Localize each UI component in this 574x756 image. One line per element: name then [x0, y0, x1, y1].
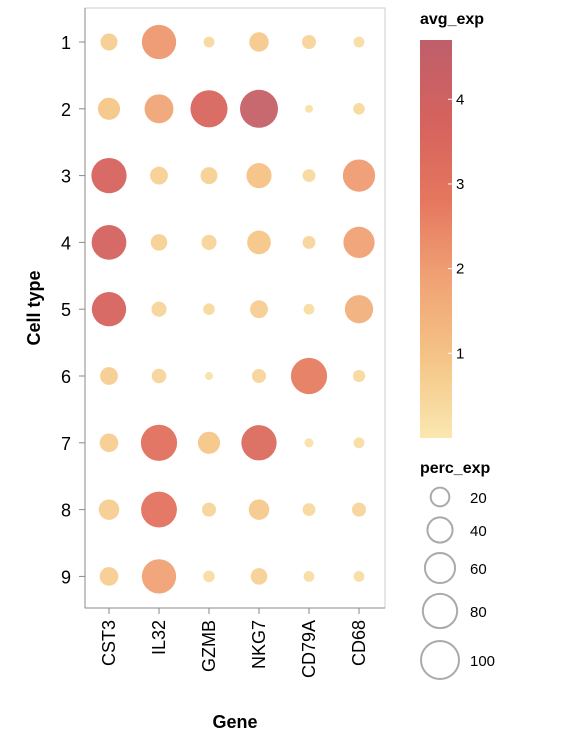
- dot-CD68-8: [351, 502, 367, 517]
- dot-GZMB-5: [203, 303, 215, 315]
- dot-GZMB-2: [190, 90, 228, 128]
- size-legend-symbol: [421, 592, 459, 630]
- dot-CD79A-6: [290, 357, 328, 395]
- dot-GZMB-1: [203, 36, 215, 48]
- x-axis-title: Gene: [212, 712, 257, 732]
- dot-CST3-8: [98, 499, 120, 520]
- size-legend-symbol: [420, 640, 460, 680]
- dot-NKG7-1: [249, 32, 269, 52]
- x-axis: CST3 IL32 GZMB NKG7 CD79A CD68: [85, 607, 385, 678]
- x-tick-label: CD68: [349, 620, 369, 666]
- y-tick-label: 8: [61, 501, 71, 521]
- x-tick-label: IL32: [149, 620, 169, 655]
- dot-CD79A-4: [302, 235, 316, 249]
- color-legend-tick-label: 1: [456, 345, 464, 362]
- y-tick-label: 9: [61, 567, 71, 587]
- dot-CD68-1: [353, 36, 365, 48]
- y-tick-label: 3: [61, 167, 71, 187]
- dot-CD79A-1: [301, 34, 317, 50]
- dot-IL32-5: [151, 301, 167, 317]
- dot-CD79A-2: [305, 104, 313, 113]
- size-legend-label: 40: [470, 523, 487, 540]
- dot-CD79A-3: [302, 169, 316, 183]
- dot-NKG7-4: [247, 230, 271, 255]
- size-legend-title: perc_exp: [420, 460, 490, 477]
- dot-GZMB-9: [203, 570, 215, 583]
- x-tick-label: NKG7: [249, 620, 269, 669]
- x-tick-label: GZMB: [199, 620, 219, 672]
- y-tick-label: 5: [61, 300, 71, 320]
- dot-IL32-6: [151, 368, 167, 384]
- color-legend-gradient: [420, 40, 452, 438]
- dot-IL32-4: [150, 234, 168, 251]
- size-legend-label: 100: [470, 653, 495, 670]
- dot-IL32-9: [141, 559, 177, 594]
- dot-IL32-7: [140, 424, 178, 461]
- dot-NKG7-7: [241, 425, 277, 461]
- dot-CST3-2: [97, 97, 121, 120]
- dot-CD68-3: [342, 159, 376, 192]
- dot-CD68-6: [352, 369, 366, 383]
- dot-CST3-1: [100, 33, 118, 51]
- x-tick-label: CD79A: [299, 620, 319, 678]
- dot-CD68-5: [344, 295, 374, 324]
- y-axis: 1 2 3 4 5 6 7 8 9: [61, 8, 86, 608]
- size-legend-symbol: [429, 486, 451, 508]
- color-legend-tick-label: 3: [456, 176, 464, 193]
- color-legend-title: avg_exp: [420, 11, 484, 28]
- size-legend: perc_exp 20 40 60 80 100: [420, 460, 495, 680]
- size-legend-label: 20: [470, 490, 487, 507]
- dot-CST3-7: [99, 433, 119, 453]
- color-legend-tick-label: 4: [456, 91, 464, 108]
- dot-NKG7-8: [248, 499, 270, 520]
- dot-NKG7-5: [250, 300, 268, 319]
- dot-GZMB-3: [200, 167, 218, 185]
- size-legend-symbol: [423, 551, 457, 585]
- dot-CST3-3: [91, 157, 127, 194]
- dot-NKG7-3: [246, 163, 272, 189]
- dot-CD68-7: [353, 437, 365, 449]
- x-tick-label: CST3: [99, 620, 119, 666]
- dot-GZMB-8: [201, 502, 217, 517]
- y-tick-label: 1: [61, 33, 71, 53]
- dot-CD79A-5: [303, 303, 315, 315]
- dot-IL32-8: [141, 491, 177, 528]
- dot-CST3-5: [91, 292, 127, 327]
- dot-CST3-9: [99, 567, 119, 586]
- dot-CD79A-7: [304, 438, 314, 448]
- y-tick-label: 7: [61, 434, 71, 454]
- size-legend-label: 60: [470, 561, 487, 578]
- dot-CST3-6: [100, 367, 118, 385]
- dot-CD79A-8: [302, 503, 316, 517]
- dots-layer: [91, 24, 376, 594]
- color-legend: avg_exp 1 2 3 4: [420, 11, 484, 438]
- dot-IL32-2: [144, 94, 174, 124]
- dot-IL32-3: [150, 166, 168, 185]
- dot-GZMB-4: [201, 234, 217, 250]
- dot-CD68-4: [343, 226, 375, 259]
- y-tick-label: 6: [61, 367, 71, 387]
- dot-IL32-1: [141, 24, 177, 60]
- dot-GZMB-7: [197, 431, 221, 454]
- plot-area-frame: [84, 7, 386, 609]
- dot-CD79A-9: [303, 570, 315, 582]
- dot-NKG7-6: [251, 368, 267, 384]
- dot-GZMB-6: [205, 372, 213, 380]
- dot-CD68-2: [353, 103, 365, 115]
- size-legend-label: 80: [470, 604, 487, 621]
- y-tick-label: 2: [61, 100, 71, 120]
- dot-NKG7-9: [250, 568, 268, 585]
- y-axis-title: Cell type: [24, 270, 44, 345]
- dot-NKG7-2: [240, 89, 278, 128]
- color-legend-tick-label: 2: [456, 261, 464, 278]
- dot-CST3-4: [91, 225, 127, 260]
- size-legend-symbol: [426, 516, 454, 544]
- dot-CD68-9: [353, 570, 365, 582]
- y-tick-label: 4: [61, 233, 71, 253]
